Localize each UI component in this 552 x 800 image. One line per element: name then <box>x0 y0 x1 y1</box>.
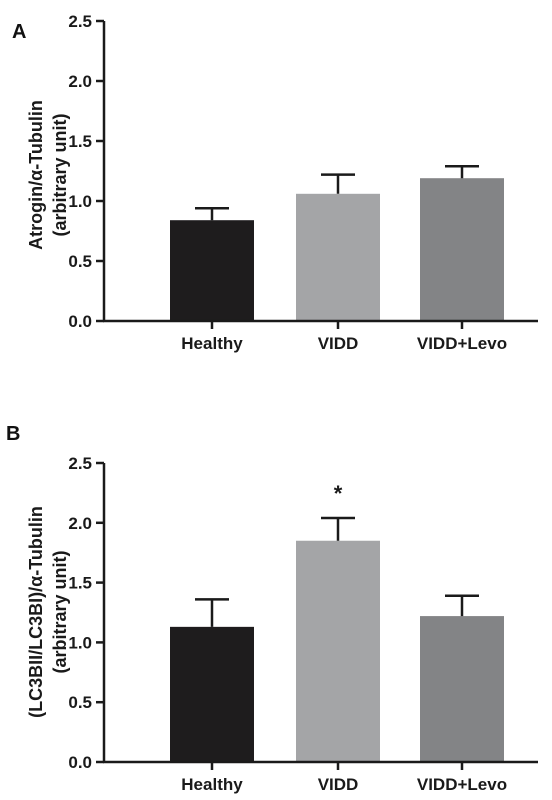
panel-b-label: B <box>6 423 20 445</box>
panel-b-y-tick-label: 1.5 <box>68 574 92 593</box>
panel-b-ylabel-line1: (LC3BII/LC3BI)/α-Tubulin <box>26 506 46 718</box>
panel-a-label: A <box>12 21 26 43</box>
panel-a-bar-vidd-levo <box>420 178 504 321</box>
panel-a-category-label: VIDD <box>318 334 359 353</box>
panel-b-bar-vidd <box>296 540 380 762</box>
panel-a-errorbar-1 <box>195 206 229 221</box>
panel-a-y-tick-label: 2.5 <box>68 12 92 31</box>
panel-b-y-tick-label: 2.5 <box>68 454 92 473</box>
panel-a-y-tick-label: 0.5 <box>68 252 92 271</box>
panel-a-category-label: Healthy <box>181 334 243 353</box>
panel-a-bar-healthy <box>170 220 254 321</box>
panel-b-errorbar-2 <box>321 516 355 541</box>
panel-b-y-tick-label: 0.5 <box>68 693 92 712</box>
panel-a-ylabel-line1: Atrogin/α-Tubulin <box>26 100 46 250</box>
panel-b-y-tick-label: 0.0 <box>68 753 92 772</box>
panel-a-y-tick-label: 0.0 <box>68 312 92 331</box>
panel-a-errorbar-2 <box>321 173 355 194</box>
panel-a-y-tick-label: 1.0 <box>68 192 92 211</box>
panel-b-significance-marker: * <box>334 481 343 506</box>
panel-a: A Atrogin/α-Tubulin (arbitrary unit) Hea… <box>12 12 538 353</box>
panel-b-errorbar-3 <box>445 594 479 617</box>
panel-a-bar-vidd <box>296 193 380 321</box>
panel-b-category-label: VIDD+Levo <box>417 775 507 794</box>
panel-b: B (LC3BII/LC3BI)/α-Tubulin (arbitrary un… <box>6 423 538 794</box>
panel-b-category-label: VIDD <box>318 775 359 794</box>
panel-b-category-label: Healthy <box>181 775 243 794</box>
panel-a-plot: Healthy VIDD VIDD+Levo 0.0 0.5 1.0 1.5 2.0 2.5 <box>68 12 538 353</box>
panel-a-errorbar-3 <box>445 164 479 179</box>
panel-b-y-tick-label: 2.0 <box>68 514 92 533</box>
panel-a-y-tick-label: 2.0 <box>68 72 92 91</box>
panel-a-ylabel-line2: (arbitrary unit) <box>50 113 70 236</box>
panel-b-plot: Healthy * VIDD VIDD+Levo 0.0 0.5 1.0 1.5 2.0 2.5 <box>68 454 538 794</box>
panel-b-errorbar-1 <box>195 598 229 627</box>
panel-a-y-tick-label: 1.5 <box>68 132 92 151</box>
panel-b-y-tick-label: 1.0 <box>68 633 92 652</box>
panel-b-bar-vidd-levo <box>420 616 504 762</box>
panel-a-category-label: VIDD+Levo <box>417 334 507 353</box>
panel-b-bar-healthy <box>170 626 254 762</box>
panel-b-ylabel-line2: (arbitrary unit) <box>50 550 70 673</box>
